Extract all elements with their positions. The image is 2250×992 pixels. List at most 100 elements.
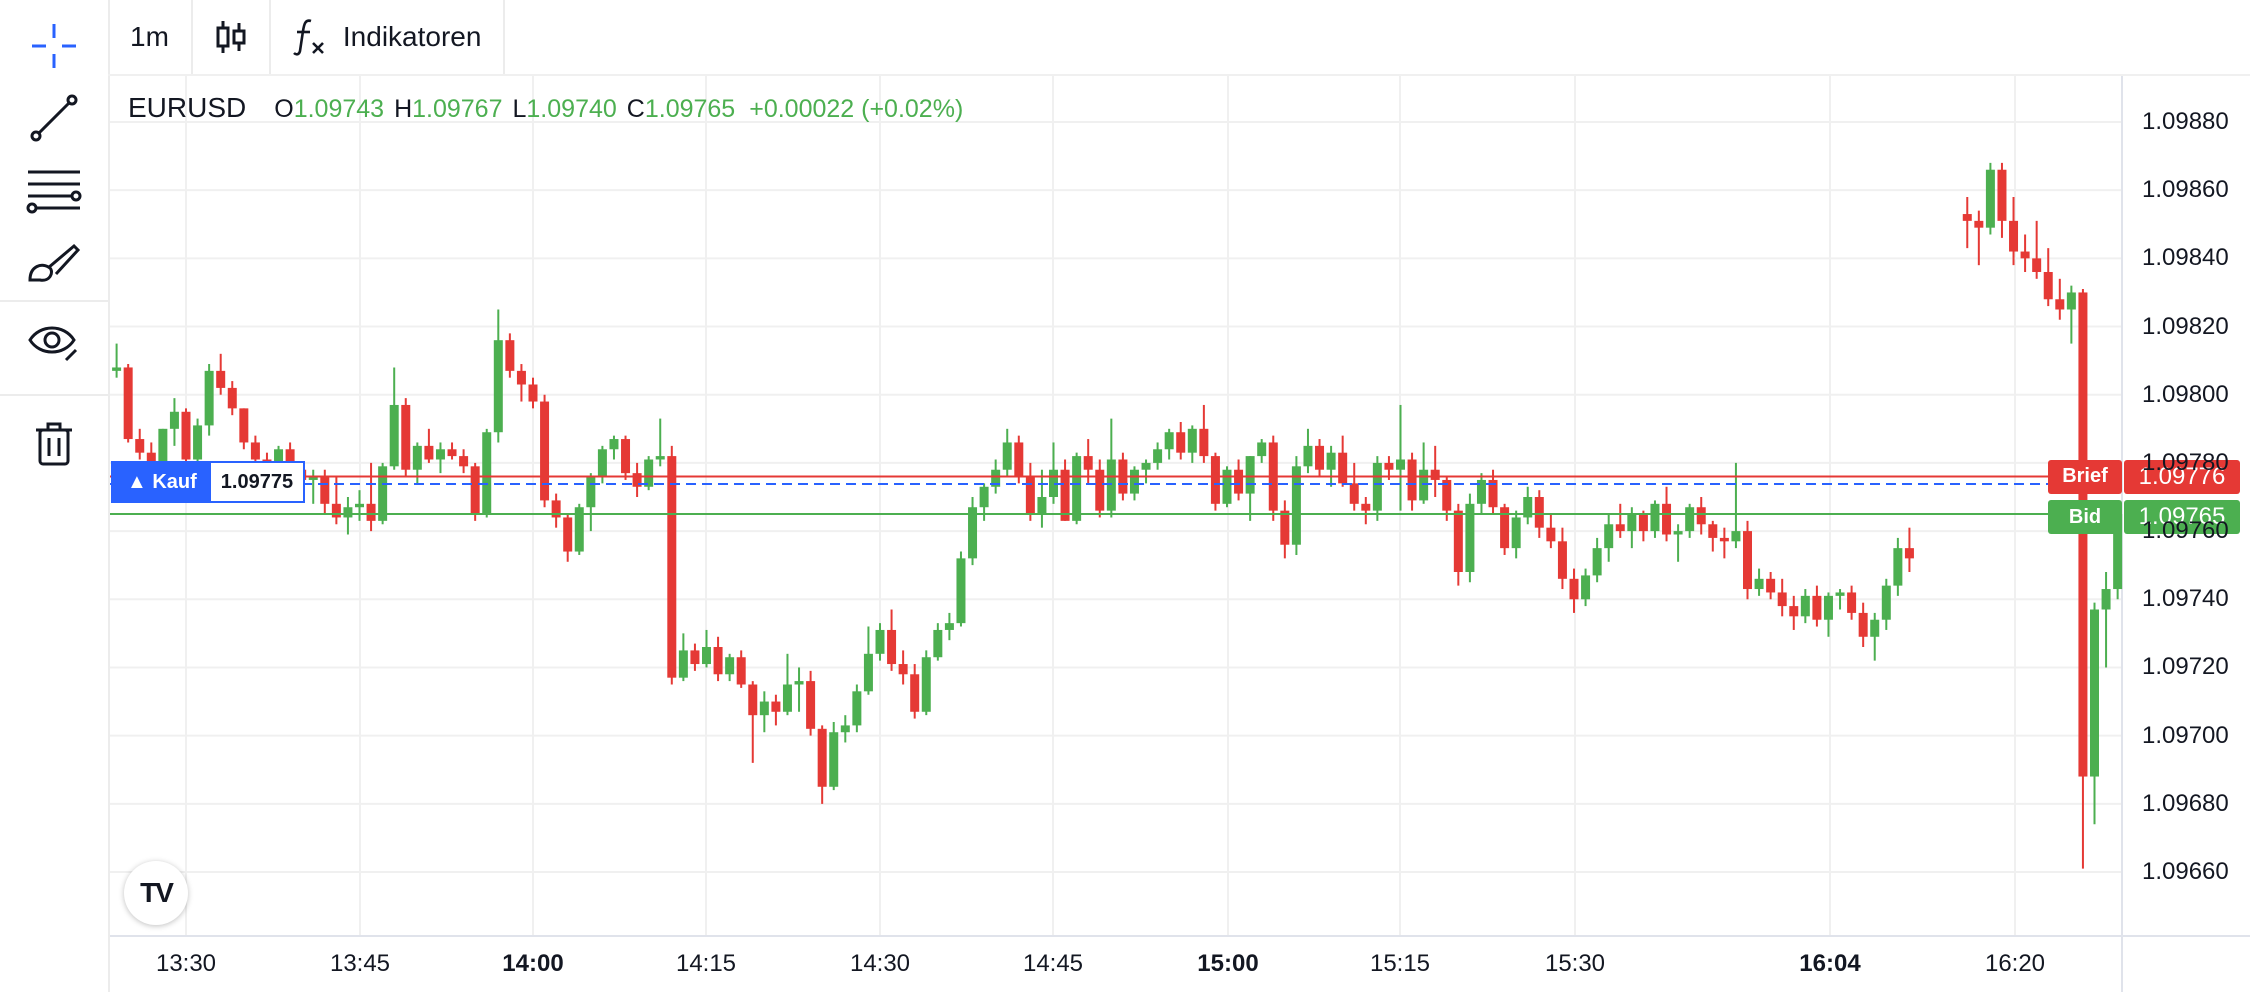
toolbar-separator: [0, 300, 108, 302]
candle-up: [968, 507, 978, 559]
candle-down: [1234, 469, 1244, 494]
candle-down: [1210, 456, 1220, 504]
candle-down: [1708, 524, 1718, 538]
ohlc-legend: EURUSD O 1.09743 H 1.09767 L 1.09740 C 1.097…: [128, 92, 963, 124]
candle-down: [1777, 592, 1787, 607]
high-key: H: [394, 95, 413, 123]
bid-price-tag: 1.09765: [2124, 500, 2240, 535]
crosshair-icon[interactable]: [18, 10, 90, 82]
candle-up: [829, 732, 839, 787]
candle-down: [771, 701, 781, 712]
candle-up: [1141, 462, 1151, 470]
candle-up: [343, 507, 353, 518]
candle-down: [1743, 531, 1752, 590]
candle-down: [320, 476, 330, 504]
indicators-label: Indikatoren: [342, 21, 482, 52]
candle-down: [1546, 527, 1556, 542]
left-toolbar: [0, 0, 110, 992]
time-tick-label: 14:15: [675, 950, 737, 977]
candle-up: [1823, 595, 1833, 620]
candle-up: [1685, 507, 1695, 532]
tradingview-logo[interactable]: TV: [124, 861, 188, 925]
candle-down: [2032, 258, 2042, 272]
candle-down: [736, 657, 746, 685]
symbol-name[interactable]: EURUSD: [128, 92, 247, 123]
candle-up: [933, 629, 943, 658]
candle-down: [2043, 272, 2053, 300]
candle-up: [1835, 592, 1845, 596]
candle-up: [1245, 456, 1255, 494]
brief-price-tag: 1.09776: [2124, 459, 2240, 494]
top-toolbar: 1m Indikatoren: [108, 0, 506, 74]
candle-down: [690, 650, 700, 665]
candle-down: [1014, 442, 1024, 477]
candle-down: [216, 370, 226, 388]
candle-down: [1997, 169, 2007, 221]
brush-icon[interactable]: [18, 226, 90, 298]
candle-down: [1060, 469, 1070, 521]
time-tick-label: 15:00: [1197, 950, 1259, 977]
candle-down: [540, 401, 550, 501]
candle-down: [910, 674, 920, 712]
candle-up: [1187, 428, 1197, 453]
price-tick-label: 1.09860: [2142, 176, 2229, 204]
candle-down: [1430, 469, 1440, 480]
candle-up: [204, 370, 214, 426]
time-tick-label: 13:30: [155, 950, 217, 977]
fib-icon[interactable]: [18, 154, 90, 226]
candle-up: [1673, 531, 1683, 535]
candle-down: [1615, 524, 1625, 532]
indicators-button[interactable]: Indikatoren: [271, 0, 506, 74]
trend-line-icon[interactable]: [18, 82, 90, 154]
candle-up: [1581, 575, 1591, 600]
candle-down: [1766, 578, 1776, 593]
candle-up: [1049, 469, 1058, 497]
candle-up: [921, 657, 931, 712]
candle-down: [135, 439, 145, 453]
interval-button[interactable]: 1m: [108, 0, 193, 74]
buy-order-box[interactable]: ▲ Kauf 1.09775: [111, 461, 306, 503]
candle-up: [1153, 449, 1163, 463]
candle-down: [1847, 592, 1857, 613]
candle-up: [1002, 442, 1012, 470]
candle-up: [1037, 497, 1047, 515]
bid-line-label: Bid: [2048, 500, 2122, 535]
candle-up: [852, 691, 862, 726]
candle-up: [644, 459, 654, 487]
candle-up: [1523, 497, 1533, 518]
open-value: 1.09743: [293, 95, 385, 123]
time-tick-label: 15:15: [1369, 950, 1431, 977]
candle-up: [586, 476, 596, 508]
candle-down: [621, 439, 631, 474]
time-tick-label: 14:45: [1022, 950, 1084, 977]
candle-up: [840, 725, 850, 733]
candle-up: [863, 653, 873, 692]
candle-down: [285, 449, 295, 470]
trash-icon[interactable]: [18, 408, 90, 480]
candle-down: [447, 449, 457, 457]
candle-down: [424, 445, 434, 460]
candle-down: [1789, 606, 1799, 617]
candle-up: [1604, 524, 1614, 549]
time-tick-label: 15:30: [1544, 950, 1606, 977]
candle-up: [1985, 169, 1995, 228]
eye-icon[interactable]: [18, 306, 90, 378]
price-tick-label: 1.09800: [2142, 380, 2229, 408]
candle-down: [1904, 548, 1914, 559]
candle-down: [1338, 452, 1348, 484]
candle-up: [1106, 459, 1116, 511]
price-tick-label: 1.09840: [2142, 244, 2229, 272]
price-tick-label: 1.09700: [2142, 721, 2229, 749]
candle-up: [609, 439, 619, 450]
candle-down: [401, 404, 411, 470]
candle-up: [1164, 432, 1174, 450]
candle-down: [1962, 214, 1972, 221]
candle-up: [782, 684, 792, 712]
candle-up: [193, 425, 203, 460]
candle-up: [655, 456, 665, 460]
toolbar-separator: [0, 394, 108, 396]
candle-up: [1291, 466, 1301, 545]
chart-type-button[interactable]: [193, 0, 271, 74]
candle-up: [1476, 479, 1486, 504]
